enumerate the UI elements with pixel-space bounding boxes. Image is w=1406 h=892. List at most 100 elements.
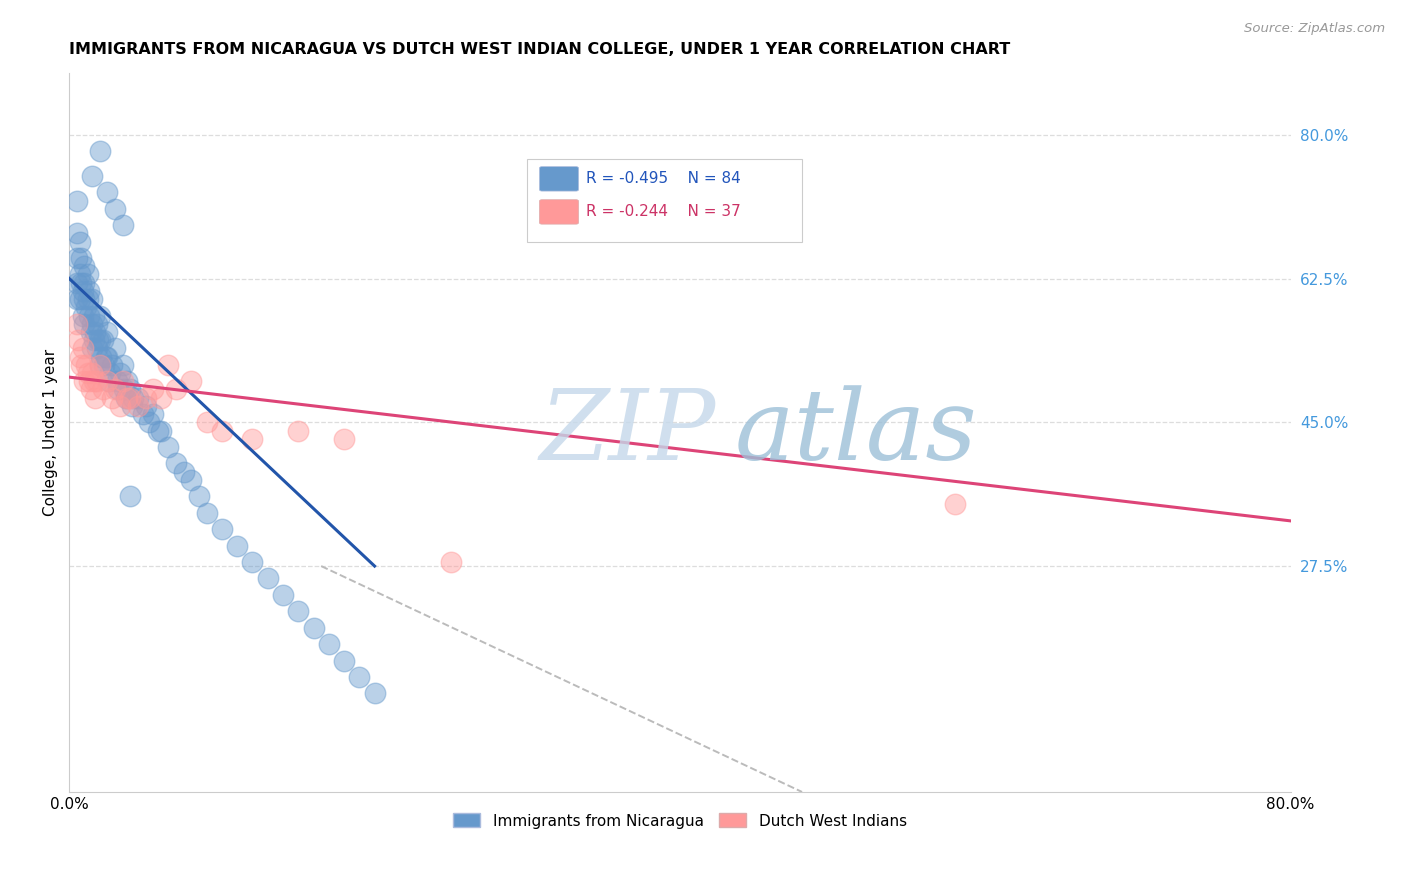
- Point: [93, 358, 115, 372]
- Point: [117, 391, 139, 405]
- Point: [73, 259, 96, 273]
- Point: [104, 342, 127, 356]
- Point: [131, 407, 153, 421]
- Point: [104, 202, 127, 216]
- Point: [66, 227, 89, 241]
- Point: [86, 317, 108, 331]
- Point: [104, 383, 127, 397]
- Point: [91, 383, 114, 397]
- Point: [69, 235, 91, 249]
- Point: [72, 342, 94, 356]
- Point: [89, 145, 111, 159]
- Point: [86, 374, 108, 388]
- Point: [180, 374, 202, 388]
- Point: [117, 374, 139, 388]
- Point: [91, 333, 114, 347]
- Point: [100, 366, 122, 380]
- Point: [89, 358, 111, 372]
- Point: [76, 268, 98, 282]
- Point: [108, 366, 131, 380]
- Point: [82, 342, 104, 356]
- Point: [111, 358, 134, 372]
- Point: [111, 374, 134, 388]
- Point: [89, 333, 111, 347]
- Point: [318, 637, 340, 651]
- Point: [108, 399, 131, 413]
- Point: [226, 539, 249, 553]
- Point: [69, 268, 91, 282]
- Point: [111, 218, 134, 232]
- Point: [83, 374, 105, 388]
- Text: ZIP: ZIP: [540, 385, 716, 480]
- Point: [142, 383, 165, 397]
- Point: [107, 383, 129, 397]
- Point: [73, 292, 96, 306]
- Point: [66, 251, 89, 265]
- Point: [66, 292, 89, 306]
- Point: [89, 358, 111, 372]
- Point: [69, 292, 91, 306]
- Y-axis label: College, Under 1 year: College, Under 1 year: [44, 349, 58, 516]
- Text: R = -0.244    N = 37: R = -0.244 N = 37: [586, 204, 741, 219]
- Point: [84, 391, 107, 405]
- Point: [96, 325, 118, 339]
- Point: [82, 292, 104, 306]
- Point: [195, 506, 218, 520]
- Point: [66, 194, 89, 208]
- Point: [90, 350, 112, 364]
- Point: [70, 251, 93, 265]
- Point: [72, 284, 94, 298]
- Point: [69, 350, 91, 364]
- Point: [77, 309, 100, 323]
- Point: [287, 604, 309, 618]
- Point: [157, 358, 180, 372]
- Point: [66, 276, 89, 290]
- Point: [83, 309, 105, 323]
- Point: [363, 686, 385, 700]
- Point: [127, 391, 149, 405]
- Point: [149, 391, 172, 405]
- Text: atlas: atlas: [735, 385, 977, 480]
- Point: [333, 654, 356, 668]
- Point: [188, 489, 211, 503]
- Text: R = -0.495    N = 84: R = -0.495 N = 84: [586, 171, 741, 186]
- Point: [101, 358, 124, 372]
- Point: [122, 391, 145, 405]
- Point: [302, 621, 325, 635]
- Point: [101, 391, 124, 405]
- Point: [287, 424, 309, 438]
- Point: [242, 555, 264, 569]
- Point: [142, 407, 165, 421]
- Point: [173, 465, 195, 479]
- Point: [135, 399, 157, 413]
- Point: [86, 342, 108, 356]
- Point: [82, 317, 104, 331]
- Point: [89, 309, 111, 323]
- Point: [73, 317, 96, 331]
- Point: [96, 374, 118, 388]
- Point: [82, 169, 104, 183]
- Point: [83, 333, 105, 347]
- Legend: Immigrants from Nicaragua, Dutch West Indians: Immigrants from Nicaragua, Dutch West In…: [447, 807, 912, 835]
- Point: [120, 489, 142, 503]
- Point: [75, 301, 97, 315]
- Point: [180, 473, 202, 487]
- Point: [75, 358, 97, 372]
- Point: [943, 498, 966, 512]
- Point: [87, 333, 110, 347]
- FancyBboxPatch shape: [540, 167, 578, 191]
- Point: [149, 424, 172, 438]
- Point: [76, 366, 98, 380]
- Point: [146, 424, 169, 438]
- Point: [440, 555, 463, 569]
- Point: [157, 440, 180, 454]
- Point: [112, 383, 135, 397]
- Point: [165, 383, 187, 397]
- Point: [79, 383, 101, 397]
- Point: [242, 432, 264, 446]
- Point: [195, 415, 218, 429]
- Point: [105, 374, 128, 388]
- Point: [96, 186, 118, 200]
- Point: [211, 522, 233, 536]
- Point: [76, 292, 98, 306]
